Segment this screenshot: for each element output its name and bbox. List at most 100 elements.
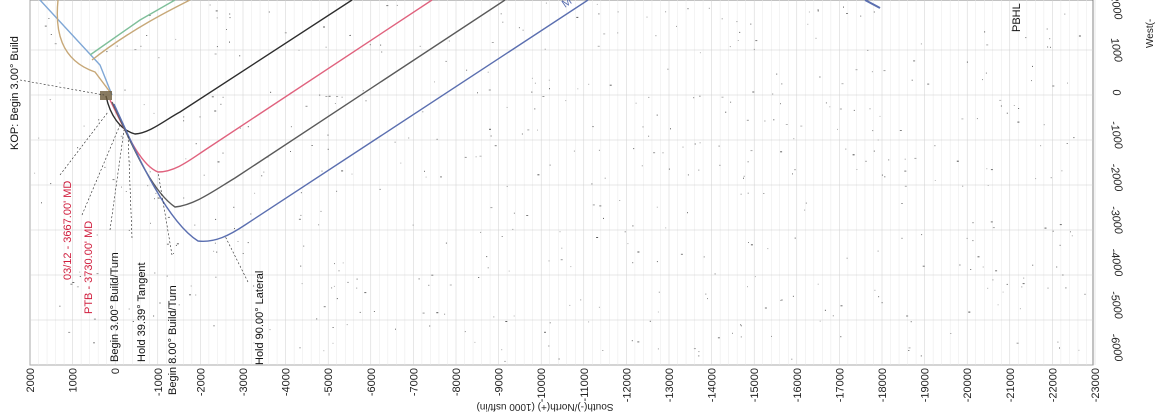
background-dot <box>1011 30 1013 32</box>
background-dot <box>904 185 907 187</box>
background-dot <box>327 148 329 150</box>
background-dot <box>649 320 651 322</box>
background-dot <box>829 106 831 108</box>
background-dot <box>670 128 671 130</box>
background-dot <box>921 234 923 236</box>
background-dot <box>195 294 197 296</box>
background-dot <box>879 115 881 117</box>
background-dot <box>627 243 629 245</box>
background-dot <box>220 103 222 105</box>
background-dot <box>215 276 217 278</box>
y-tick-labels: 2000 1000 0 -1000 -2000 -3000 -4000 -5000 -6000 <box>1108 0 1125 363</box>
label-wellpath-partial: M <box>560 0 574 10</box>
background-dot <box>655 35 657 37</box>
background-dot <box>143 104 145 106</box>
background-dot <box>730 101 732 103</box>
background-dot <box>501 349 503 351</box>
background-dot <box>96 234 98 236</box>
background-dot <box>657 348 659 350</box>
background-dot <box>846 13 848 14</box>
background-dot <box>1064 13 1066 15</box>
background-dot <box>270 91 272 93</box>
background-dot <box>825 102 827 104</box>
leader-lines <box>19 79 249 283</box>
background-dot <box>990 169 993 171</box>
background-dot <box>356 287 358 289</box>
background-dot <box>444 313 446 315</box>
x-tick-label: -17000 <box>834 368 846 402</box>
background-dot <box>764 120 766 122</box>
background-dot <box>780 103 781 105</box>
background-dot <box>956 160 959 162</box>
x-tick-label: 0 <box>110 368 122 374</box>
background-dot <box>959 264 961 266</box>
background-dot <box>888 159 890 161</box>
background-dot <box>93 342 95 344</box>
background-dot <box>342 262 344 264</box>
background-dot <box>449 284 452 286</box>
background-dot <box>527 129 530 131</box>
y-tick-label: -5000 <box>1108 290 1125 321</box>
well-paths <box>39 0 881 242</box>
x-tick-label: -1000 <box>153 368 165 396</box>
background-dot <box>149 171 151 173</box>
background-dot <box>642 126 644 128</box>
background-dot <box>518 27 520 29</box>
label-kop: KOP: Begin 3.00° Build <box>9 36 21 150</box>
background-dot <box>1050 46 1051 48</box>
background-dot <box>513 315 515 317</box>
background-dot <box>772 93 774 95</box>
background-dot <box>968 311 971 313</box>
background-dot <box>1046 28 1048 30</box>
background-dot <box>559 231 561 233</box>
background-dot <box>976 118 978 120</box>
background-dot <box>150 222 151 224</box>
background-dot <box>982 266 984 268</box>
background-dot <box>656 206 658 208</box>
background-dot <box>1006 283 1008 285</box>
background-dot <box>580 299 582 301</box>
background-dot <box>365 100 367 102</box>
background-dot <box>250 213 252 215</box>
background-dot <box>754 276 756 278</box>
background-dot <box>548 345 550 347</box>
background-dot <box>386 5 389 7</box>
background-dot <box>1019 308 1021 310</box>
background-dot <box>824 309 826 311</box>
background-dot <box>155 192 157 194</box>
x-tick-label: -15000 <box>749 368 761 402</box>
background-dot <box>573 150 575 152</box>
background-dot <box>491 42 494 43</box>
background-dot <box>687 212 688 214</box>
background-dot <box>336 190 338 192</box>
background-dot <box>480 231 482 233</box>
background-dot <box>153 315 155 317</box>
background-dot <box>395 328 396 330</box>
background-dot <box>379 188 381 190</box>
background-dot <box>400 162 402 164</box>
background-dot <box>588 321 590 323</box>
background-dot <box>646 16 648 18</box>
background-dot <box>299 347 301 349</box>
background-dot <box>617 32 619 34</box>
background-dot <box>338 270 340 272</box>
background-dot <box>869 108 871 110</box>
background-dot <box>743 175 745 177</box>
background-dot <box>531 77 533 79</box>
x-tick-label: -16000 <box>792 368 804 402</box>
background-dot <box>750 244 753 246</box>
background-dot <box>846 257 848 259</box>
background-dot <box>332 342 334 344</box>
y-tick-label: 2000 <box>1108 0 1124 21</box>
background-dot <box>331 287 333 289</box>
background-dot <box>263 171 265 173</box>
background-dot <box>1021 286 1023 288</box>
background-dot <box>534 108 536 110</box>
background-dot <box>303 245 305 247</box>
label-ptb: PTB - 3730.00' MD <box>83 221 95 314</box>
background-dot <box>464 156 467 158</box>
background-dot <box>755 40 758 42</box>
background-dot <box>995 270 998 272</box>
background-dot <box>267 156 269 158</box>
background-dot <box>229 17 231 19</box>
